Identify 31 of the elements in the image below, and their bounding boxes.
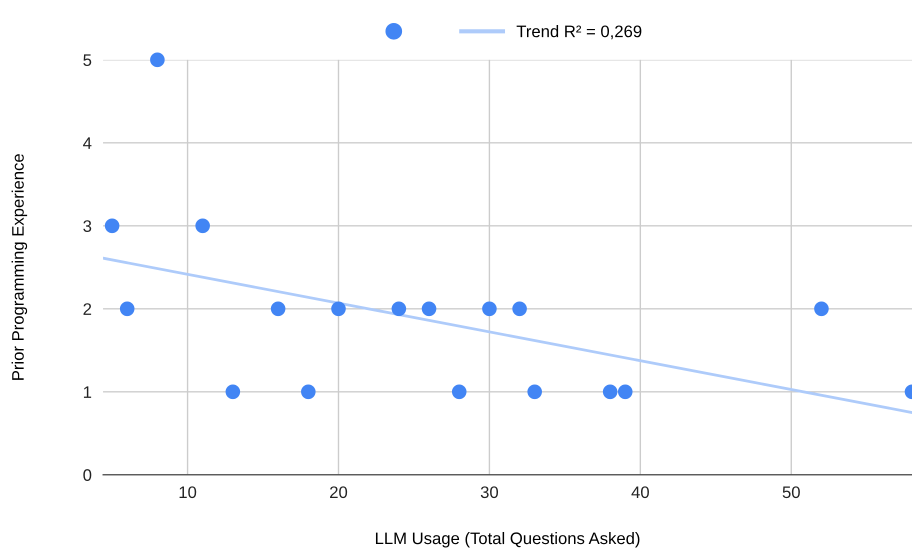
point (814, 302, 829, 316)
point (226, 384, 240, 400)
point (331, 302, 346, 316)
point (392, 302, 406, 316)
point (150, 52, 165, 68)
x-tick-label: 40 (631, 486, 649, 498)
point (512, 302, 527, 316)
x-tick-label: 50 (782, 486, 800, 498)
point (104, 218, 120, 234)
y-tick-label: 5 (83, 54, 92, 66)
point (527, 384, 542, 400)
point (270, 302, 286, 316)
point (618, 384, 633, 400)
point (120, 302, 134, 316)
point (422, 302, 436, 316)
y-tick-label: 1 (84, 386, 92, 398)
point (482, 302, 497, 316)
x-tick-label: 10 (180, 486, 196, 498)
y-axis-title: Prior Programming Experience (12, 154, 28, 380)
x-tick-label: 30 (480, 486, 498, 498)
point (452, 384, 467, 400)
point (301, 384, 316, 400)
y-tick-label: 2 (84, 303, 92, 315)
x-tick-label: 20 (330, 486, 348, 498)
legend-label: Trend R² = 0,269 (516, 25, 642, 40)
x-axis-title: LLM Usage (Total Questions Asked) (376, 532, 640, 548)
y-tick-label: 3 (83, 220, 92, 232)
point (195, 218, 210, 234)
point (602, 384, 618, 400)
y-tick-label: 0 (83, 469, 92, 481)
y-tick-label: 4 (83, 137, 92, 149)
